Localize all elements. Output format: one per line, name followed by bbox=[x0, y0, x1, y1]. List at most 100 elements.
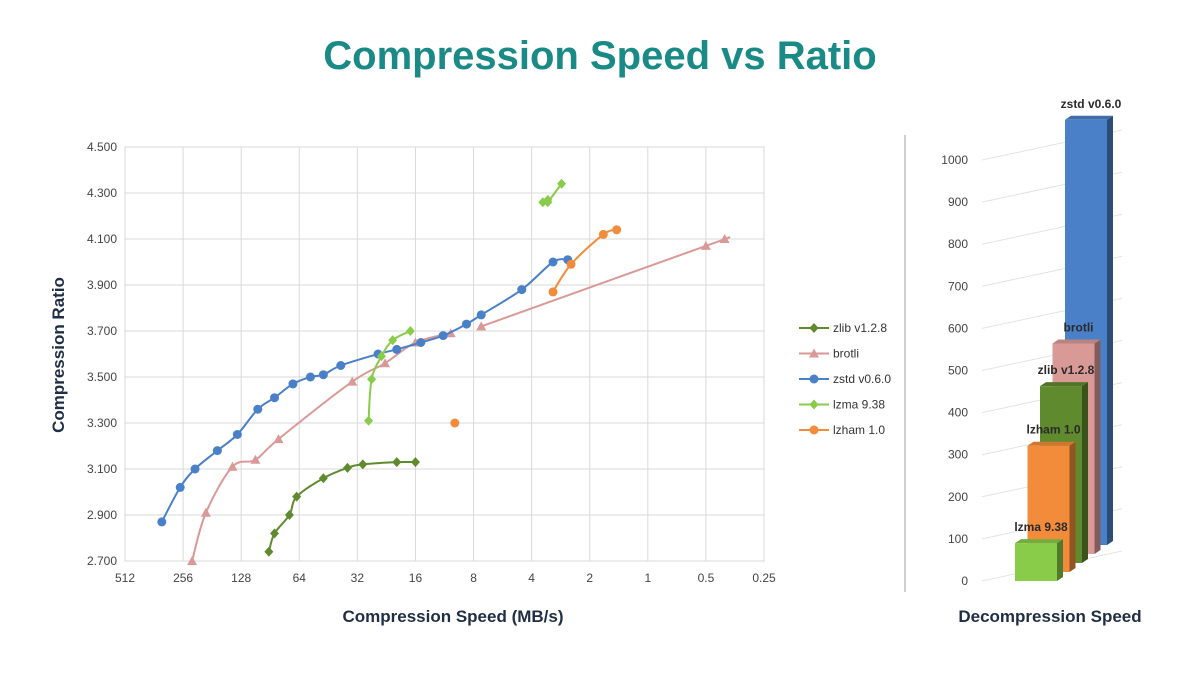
series-lzham bbox=[450, 225, 622, 428]
data-point-zstd bbox=[288, 379, 298, 389]
bar-y-tick-label: 800 bbox=[948, 237, 968, 251]
bar-side bbox=[1057, 539, 1063, 581]
series-zstd bbox=[157, 255, 573, 527]
data-point-zlib bbox=[284, 510, 294, 520]
y-tick-label: 3.900 bbox=[87, 278, 117, 292]
bar-top bbox=[1015, 539, 1063, 544]
y-tick-label: 2.700 bbox=[87, 554, 117, 568]
data-point-brotli bbox=[187, 556, 198, 565]
legend-label: zstd v0.6.0 bbox=[833, 372, 891, 386]
y-axis-title: Compression Ratio bbox=[49, 277, 68, 433]
data-point-zlib bbox=[318, 473, 328, 484]
x-tick-label: 2 bbox=[586, 571, 593, 585]
data-point-lzma bbox=[543, 197, 553, 208]
data-point-lzma bbox=[557, 178, 567, 189]
legend-item-brotli: brotli bbox=[799, 347, 859, 361]
data-point-zlib bbox=[270, 528, 280, 539]
bar-y-tick-label: 1000 bbox=[941, 153, 968, 167]
data-point-brotli bbox=[227, 461, 238, 471]
data-point-brotli bbox=[700, 240, 711, 250]
bar-y-tick-label: 700 bbox=[948, 279, 968, 293]
chart-title: Compression Speed vs Ratio bbox=[323, 34, 877, 78]
gridlines bbox=[124, 146, 765, 562]
legend-item-zlib: zlib v1.2.8 bbox=[799, 321, 887, 335]
bar-y-tick-label: 600 bbox=[948, 321, 968, 335]
bar-label: zstd v0.6.0 bbox=[1061, 97, 1122, 111]
y-tick-label: 4.100 bbox=[87, 232, 117, 246]
data-point-brotli bbox=[380, 358, 391, 368]
data-point-lzma bbox=[367, 374, 377, 385]
series-line-brotli bbox=[480, 236, 731, 328]
x-tick-label: 1 bbox=[644, 571, 651, 585]
x-tick-label: 64 bbox=[293, 571, 307, 585]
data-point-brotli bbox=[200, 507, 211, 517]
bar-y-tick-label: 900 bbox=[948, 195, 968, 209]
data-point-zstd bbox=[336, 361, 346, 370]
y-tick-label: 3.100 bbox=[87, 462, 117, 476]
data-point-zstd bbox=[438, 331, 448, 341]
x-tick-label: 512 bbox=[115, 571, 135, 585]
data-point-zlib bbox=[410, 457, 420, 468]
bar-label: lzma 9.38 bbox=[1014, 520, 1068, 534]
data-point-lzham bbox=[450, 418, 460, 428]
data-point-zstd bbox=[190, 464, 200, 474]
3d-bar-chart: 0 100 200 300 400 500 600 700 800 900 1000 zstd v0… bbox=[941, 97, 1141, 626]
legend-label: lzma 9.38 bbox=[833, 398, 885, 412]
bar-top bbox=[1065, 115, 1113, 120]
series-line-zlib bbox=[267, 460, 416, 553]
bar-label: lzham 1.0 bbox=[1026, 423, 1080, 437]
data-point-zstd bbox=[476, 310, 486, 320]
bar-top bbox=[1052, 339, 1101, 344]
data-point-zstd bbox=[232, 430, 242, 439]
legend-marker bbox=[809, 323, 819, 333]
data-point-zstd bbox=[517, 285, 527, 295]
data-point-lzma bbox=[405, 326, 415, 336]
bar-front bbox=[1015, 543, 1057, 581]
bar-x-axis-title: Decompression Speed bbox=[958, 607, 1141, 626]
series-zlib bbox=[264, 457, 420, 557]
data-point-zstd bbox=[548, 257, 558, 267]
bar-lzma: lzma 9.38 bbox=[1014, 520, 1068, 581]
y-tick-label: 2.900 bbox=[87, 508, 117, 522]
y-tick-label: 3.300 bbox=[87, 416, 117, 430]
series-line-lzham bbox=[552, 228, 618, 293]
y-tick-label: 4.300 bbox=[87, 186, 117, 200]
bar-side bbox=[1107, 115, 1113, 545]
legend-marker bbox=[809, 374, 819, 384]
x-tick-label: 32 bbox=[351, 571, 365, 585]
plot-area-border bbox=[124, 146, 765, 562]
bar-side bbox=[1094, 339, 1101, 554]
bar-side bbox=[1082, 382, 1088, 563]
series-lzma bbox=[364, 178, 567, 426]
data-point-zstd bbox=[270, 393, 280, 403]
bar-label: zlib v1.2.8 bbox=[1038, 363, 1095, 377]
data-point-lzma bbox=[364, 415, 374, 426]
series-line-brotli bbox=[191, 332, 452, 562]
data-point-zlib bbox=[264, 546, 274, 557]
data-point-zlib bbox=[358, 459, 368, 470]
data-point-zstd bbox=[305, 372, 315, 382]
bar-y-tick-label: 500 bbox=[948, 364, 968, 378]
legend-item-zstd: zstd v0.6.0 bbox=[799, 372, 891, 386]
data-point-brotli bbox=[719, 234, 730, 243]
data-point-zstd bbox=[157, 517, 167, 527]
legend-marker bbox=[809, 425, 819, 435]
x-tick-label: 8 bbox=[470, 571, 477, 585]
x-axis-title: Compression Speed (MB/s) bbox=[342, 607, 563, 626]
legend-marker bbox=[809, 348, 819, 358]
data-point-lzham bbox=[566, 259, 576, 269]
bar-y-tick-label: 200 bbox=[948, 490, 968, 504]
legend-label: brotli bbox=[833, 347, 859, 361]
series-brotli bbox=[187, 234, 731, 565]
data-point-zstd bbox=[253, 404, 263, 414]
data-point-lzham bbox=[548, 287, 558, 297]
x-axis-ticks: 512 256 128 64 32 16 8 4 2 1 0.5 0.25 bbox=[115, 571, 776, 585]
data-point-zlib bbox=[292, 491, 302, 502]
data-point-zstd bbox=[212, 446, 222, 456]
data-point-zstd bbox=[318, 370, 328, 380]
bar-top bbox=[1040, 382, 1088, 387]
data-point-zstd bbox=[462, 319, 472, 329]
series-layer bbox=[157, 178, 731, 565]
data-point-zlib bbox=[392, 457, 402, 468]
